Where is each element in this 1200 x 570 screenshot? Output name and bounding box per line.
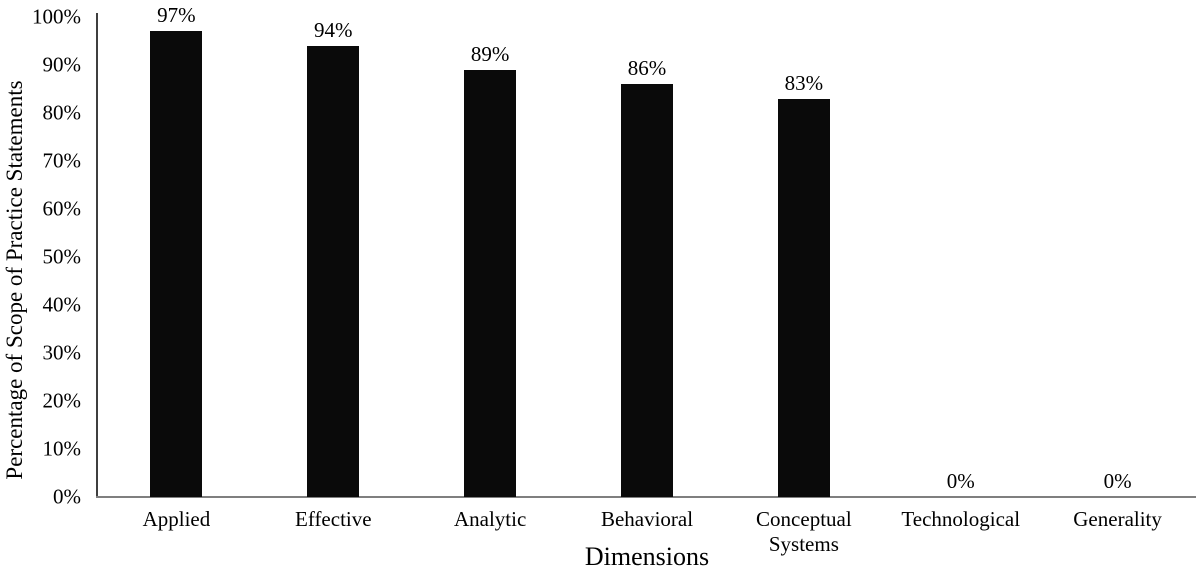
- y-tick-label-0: 0%: [53, 484, 81, 509]
- y-tick-label-20: 20%: [42, 388, 82, 413]
- bar-slot-technological: 0%: [882, 17, 1039, 497]
- bar-slot-effective: 94%: [255, 17, 412, 497]
- bar-applied: [150, 31, 203, 497]
- bar-slot-generality: 0%: [1039, 17, 1196, 497]
- x-category-label-analytic: Analytic: [453, 507, 527, 531]
- y-axis-line: [96, 13, 98, 498]
- bar-value-label-analytic: 89%: [470, 41, 510, 66]
- bar-value-label-technological: 0%: [946, 469, 975, 493]
- x-axis-title: Dimensions: [584, 542, 710, 570]
- bar-value-label-effective: 94%: [314, 17, 353, 42]
- bar-effective: [307, 45, 360, 497]
- bar-slot-behavioral: 86%: [569, 17, 726, 497]
- bar-slot-applied: 97%: [98, 5, 255, 497]
- y-tick-label-100: 100%: [32, 4, 81, 29]
- x-category-label-generality: Generality: [1073, 507, 1162, 531]
- y-axis-tick-labels: 0% 10% 20% 30% 40% 50% 60% 70% 80% 90% 100%: [0, 6, 82, 507]
- x-category-label-effective: Effective: [295, 507, 372, 531]
- x-category-label-behavioral: Behavioral: [600, 507, 694, 531]
- y-tick-label-60: 60%: [42, 196, 82, 221]
- bar-conceptual-systems: [777, 98, 830, 497]
- x-axis-category-labels: Applied Effective Analytic Behavioral Concep…: [98, 507, 1196, 557]
- x-category-label-conceptual-systems: Conceptual Systems: [756, 507, 852, 557]
- bar-slot-analytic: 89%: [412, 17, 569, 497]
- y-tick-label-90: 90%: [42, 52, 82, 77]
- bar-slot-conceptual-systems: 83%: [725, 17, 882, 497]
- plot-area: 97% 94% 89% 86% 83% 0% 0%: [98, 5, 1196, 497]
- y-tick-label-70: 70%: [42, 148, 82, 173]
- x-axis-line: [96, 496, 1196, 498]
- bar-value-label-behavioral: 86%: [627, 56, 667, 81]
- bar-value-label-conceptual-systems: 83%: [784, 70, 824, 95]
- bar-value-label-applied: 97%: [157, 3, 196, 28]
- y-tick-label-40: 40%: [42, 292, 82, 317]
- y-tick-label-50: 50%: [42, 244, 82, 269]
- y-tick-label-10: 10%: [42, 436, 82, 461]
- x-category-label-technological: Technological: [901, 507, 1021, 531]
- y-tick-label-30: 30%: [42, 340, 82, 365]
- x-category-label-applied: Applied: [142, 507, 211, 531]
- y-tick-label-80: 80%: [42, 100, 82, 125]
- bar-behavioral: [621, 84, 673, 497]
- bar-value-label-generality: 0%: [1103, 469, 1132, 493]
- bar-analytic: [464, 69, 517, 497]
